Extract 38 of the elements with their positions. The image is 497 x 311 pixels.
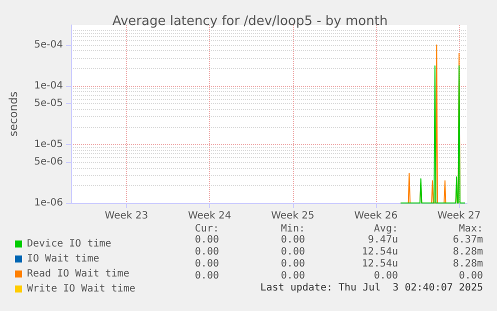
text: 0.00	[194, 258, 219, 270]
y-tick-label: 5e-06	[34, 156, 63, 168]
y-tick-label: 1e-06	[34, 198, 63, 208]
text: 0.00	[280, 246, 305, 258]
text: 0.00	[280, 234, 305, 246]
x-tick-label: Week 26	[354, 210, 398, 222]
x-tick-label: Week 25	[271, 210, 314, 222]
legend-label: Read IO Wait time	[27, 268, 130, 280]
text: 0.00	[194, 270, 219, 282]
text: 12.54u	[362, 246, 398, 258]
legend-label: IO Wait time	[27, 254, 100, 264]
y-tick-label: 5e-05	[34, 98, 63, 110]
y-tick-label: 1e-05	[34, 138, 63, 150]
text: 12.54u	[362, 258, 398, 270]
text: Last update: Thu Jul 3 02:40:07 2025	[260, 282, 483, 294]
chart-title: Average latency for /dev/loop5 - by month	[112, 14, 388, 29]
text: 0.00	[280, 258, 305, 270]
text: 8.28m	[452, 258, 483, 270]
text: 0.00	[458, 270, 483, 282]
text: 0.00	[194, 246, 219, 258]
x-tick-label: Week 23	[104, 210, 148, 222]
text: 0.00	[194, 234, 219, 246]
legend-label: Write IO Wait time	[27, 284, 136, 294]
x-tick-label: Week 27	[437, 210, 481, 222]
text: 0.00	[374, 270, 398, 282]
x-tick-label: Week 24	[188, 210, 232, 222]
text: Avg:	[374, 224, 398, 234]
text: 9.47u	[368, 234, 398, 246]
text: 6.37m	[452, 234, 483, 246]
y-axis-title: seconds	[7, 91, 20, 136]
text: Cur:	[194, 224, 219, 234]
text: Min:	[280, 224, 305, 234]
y-tick-label: 5e-04	[34, 40, 63, 51]
text: 0.00	[280, 270, 305, 282]
legend-label: Device IO time	[27, 238, 112, 250]
y-tick-label: 1e-04	[34, 80, 63, 92]
text: 8.28m	[452, 246, 483, 258]
text: Max:	[458, 224, 483, 234]
